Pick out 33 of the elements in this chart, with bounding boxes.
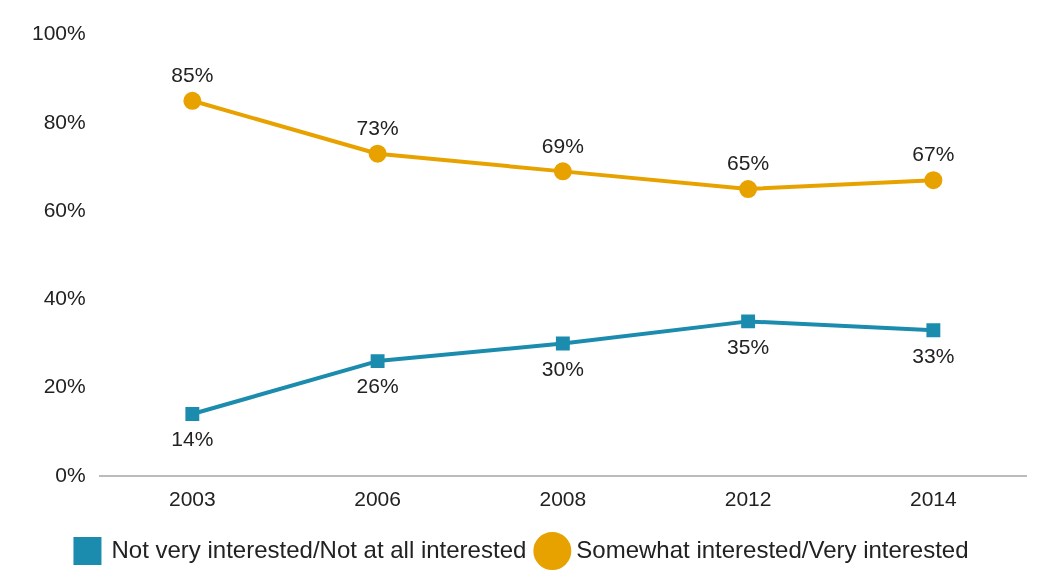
- data-label: 14%: [171, 427, 214, 451]
- data-label: 85%: [171, 63, 214, 87]
- data-label: 69%: [541, 133, 584, 157]
- data-label: 30%: [541, 356, 584, 380]
- y-tick-label: 20%: [43, 374, 86, 398]
- data-label: 65%: [727, 151, 770, 175]
- y-tick-label: 60%: [43, 197, 86, 221]
- point: [368, 144, 387, 163]
- y-tick-label: 0%: [55, 462, 86, 486]
- point: [926, 323, 941, 338]
- data-label: 35%: [727, 334, 770, 358]
- legend-label: Not very interested/Not at all interested: [111, 535, 527, 563]
- legend-label: Somewhat interested/Very interested: [576, 535, 969, 563]
- point: [739, 180, 758, 199]
- x-tick-label: 2012: [724, 487, 772, 511]
- y-tick-label: 40%: [43, 286, 86, 310]
- point: [553, 162, 572, 181]
- point: [555, 336, 570, 351]
- point: [185, 407, 200, 421]
- data-label: 33%: [912, 343, 955, 367]
- point: [924, 171, 943, 190]
- y-tick-label: 80%: [43, 109, 86, 133]
- y-tick-label: 100%: [31, 21, 86, 45]
- data-label: 67%: [912, 142, 955, 166]
- x-tick-label: 2008: [539, 487, 587, 511]
- point: [183, 91, 202, 110]
- data-label: 26%: [356, 374, 399, 398]
- x-tick-label: 2014: [910, 487, 958, 511]
- x-tick-label: 2006: [354, 487, 401, 511]
- point: [370, 354, 385, 369]
- point: [741, 314, 756, 329]
- x-tick-label: 2003: [168, 487, 216, 511]
- data-label: 73%: [356, 116, 399, 140]
